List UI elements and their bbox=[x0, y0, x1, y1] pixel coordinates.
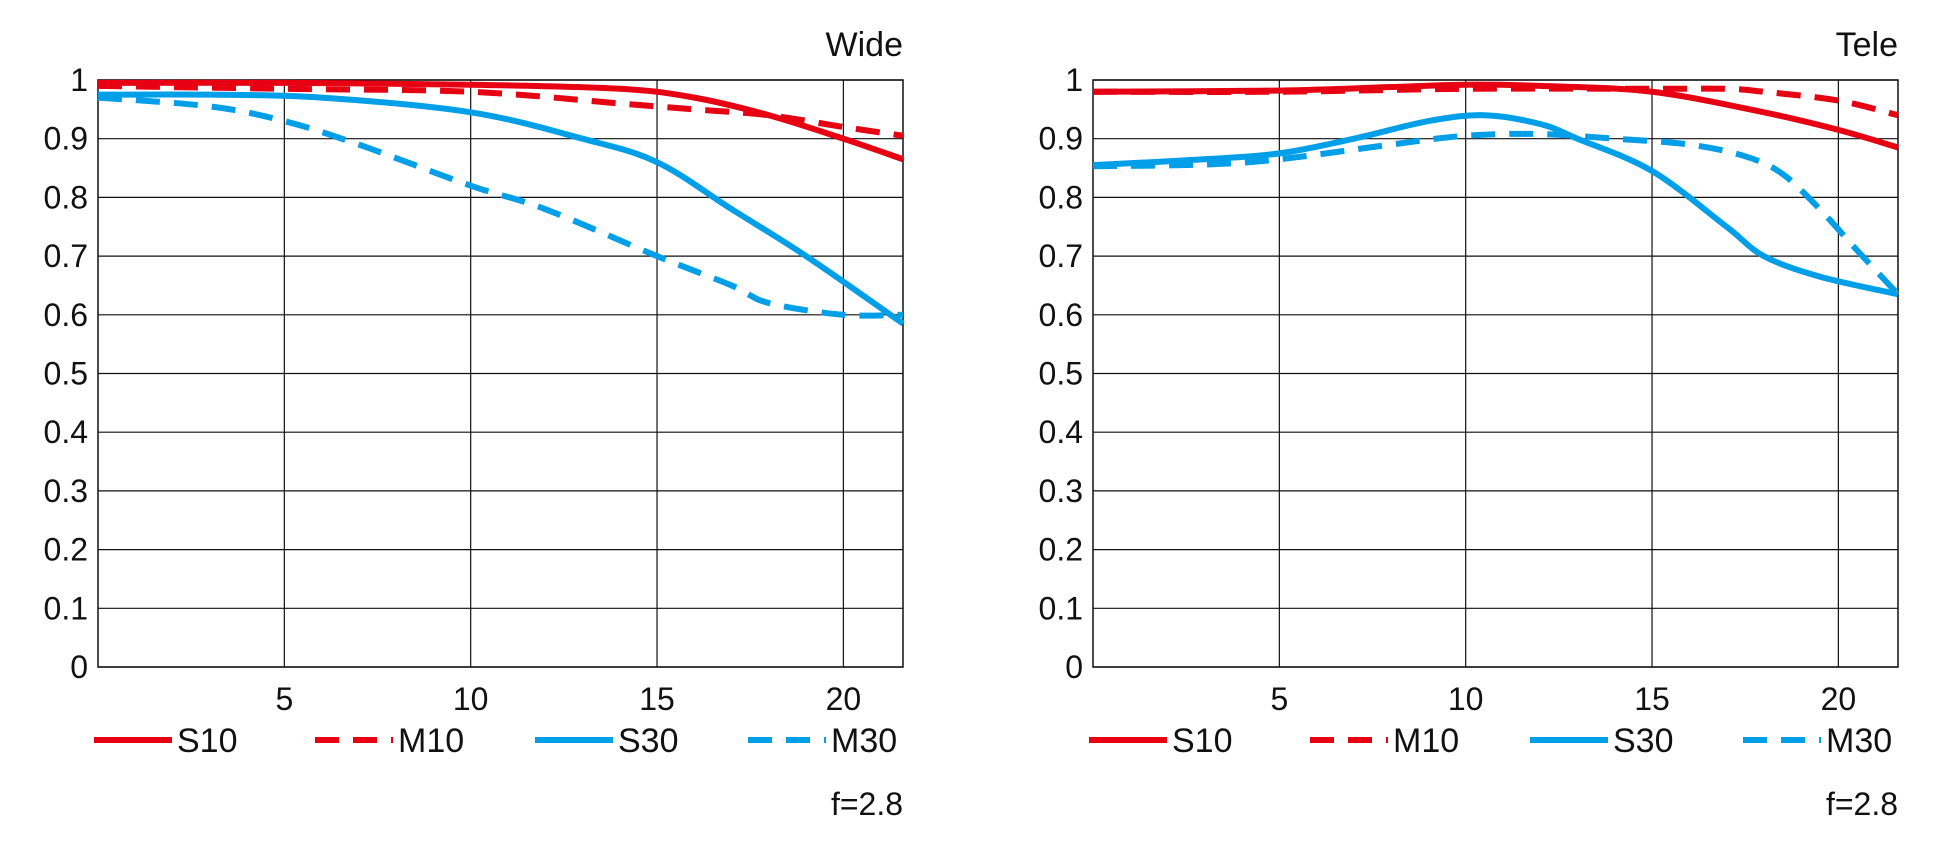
x-tick-label: 5 bbox=[1270, 681, 1288, 717]
legend-label-m10: M10 bbox=[1393, 722, 1459, 760]
x-tick-label: 5 bbox=[275, 681, 293, 717]
x-tick-label: 10 bbox=[1448, 681, 1484, 717]
series-line-m30 bbox=[97, 94, 904, 319]
y-tick-label: 0.1 bbox=[44, 590, 88, 626]
y-tick-label: 0.8 bbox=[1039, 179, 1083, 215]
series-line-m10 bbox=[1092, 85, 1899, 119]
x-tick-label: 15 bbox=[1634, 681, 1670, 717]
y-tick-label: 0.7 bbox=[1039, 238, 1083, 274]
legend-label-m30: M30 bbox=[1826, 722, 1892, 760]
series-line-s10 bbox=[1092, 81, 1899, 151]
y-tick-label: 0.9 bbox=[44, 121, 88, 157]
legend-label-m30: M30 bbox=[831, 722, 897, 760]
series-line-s30 bbox=[1092, 112, 1899, 298]
legend-label-m10: M10 bbox=[398, 722, 464, 760]
y-tick-label: 0 bbox=[70, 649, 88, 685]
series-line-s30 bbox=[97, 91, 905, 327]
y-tick-label: 0.3 bbox=[44, 473, 88, 509]
y-tick-label: 0.6 bbox=[44, 297, 88, 333]
y-tick-label: 1 bbox=[70, 62, 88, 98]
x-tick-label: 15 bbox=[639, 681, 675, 717]
y-tick-label: 0.6 bbox=[1039, 297, 1083, 333]
y-tick-label: 0.5 bbox=[44, 356, 88, 392]
x-tick-label: 20 bbox=[1821, 681, 1857, 717]
x-tick-label: 20 bbox=[826, 681, 862, 717]
series-line-m10 bbox=[97, 82, 904, 139]
aperture-note: f=2.8 bbox=[831, 786, 903, 822]
y-tick-label: 0.5 bbox=[1039, 356, 1083, 392]
legend-label-s30: S30 bbox=[1613, 722, 1674, 760]
series-line-s10 bbox=[97, 79, 904, 163]
series-line-m30 bbox=[1092, 130, 1901, 297]
y-tick-label: 0.9 bbox=[1039, 121, 1083, 157]
chart-title: Tele bbox=[1836, 26, 1898, 64]
legend-label-s10: S10 bbox=[177, 722, 238, 760]
y-tick-label: 0.2 bbox=[1039, 532, 1083, 568]
y-tick-label: 0.4 bbox=[44, 414, 88, 450]
y-tick-label: 0.7 bbox=[44, 238, 88, 274]
aperture-note: f=2.8 bbox=[1826, 786, 1898, 822]
y-tick-label: 0.3 bbox=[1039, 473, 1083, 509]
x-tick-label: 10 bbox=[453, 681, 489, 717]
y-tick-label: 0.4 bbox=[1039, 414, 1083, 450]
chart-title: Wide bbox=[826, 26, 903, 64]
y-tick-label: 0 bbox=[1065, 649, 1083, 685]
legend-label-s10: S10 bbox=[1172, 722, 1233, 760]
y-tick-label: 1 bbox=[1065, 62, 1083, 98]
y-tick-label: 0.2 bbox=[44, 532, 88, 568]
y-tick-label: 0.8 bbox=[44, 179, 88, 215]
y-tick-label: 0.1 bbox=[1039, 590, 1083, 626]
legend-label-s30: S30 bbox=[618, 722, 679, 760]
chart-wide: 00.10.20.30.40.50.60.70.80.915 10 15 20Wide… bbox=[44, 26, 905, 822]
chart-tele: 00.10.20.30.40.50.60.70.80.915 10 15 20Tele… bbox=[1039, 26, 1901, 822]
